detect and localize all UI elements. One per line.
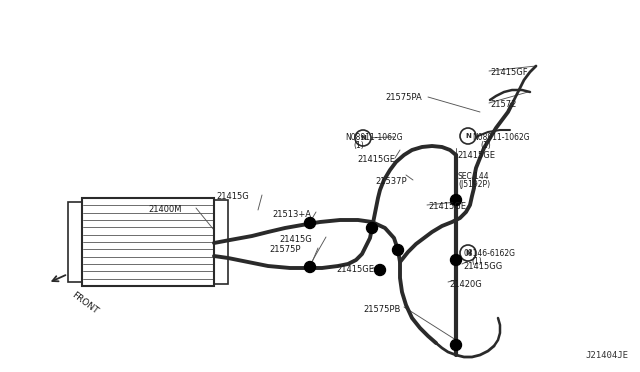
Text: N08911-1062G: N08911-1062G	[345, 133, 403, 142]
Text: 21415G: 21415G	[216, 192, 249, 201]
Circle shape	[451, 254, 461, 266]
Text: 21415G: 21415G	[279, 235, 312, 244]
Text: 21415GE: 21415GE	[428, 202, 466, 211]
Text: FRONT: FRONT	[70, 290, 99, 315]
Circle shape	[305, 218, 316, 228]
Text: 21420G: 21420G	[449, 280, 482, 289]
Text: J21404JE: J21404JE	[585, 351, 628, 360]
Text: N: N	[465, 250, 471, 256]
Text: 21415GE: 21415GE	[336, 265, 374, 274]
Circle shape	[451, 340, 461, 350]
Text: N: N	[360, 135, 366, 141]
Text: 21572: 21572	[490, 100, 516, 109]
Text: 21400M: 21400M	[148, 205, 182, 214]
Text: SEC.144: SEC.144	[458, 172, 490, 181]
Text: 21513+A: 21513+A	[272, 210, 311, 219]
Bar	[68, 202, 82, 282]
Text: (1): (1)	[471, 257, 482, 266]
Text: 21415GF: 21415GF	[490, 68, 527, 77]
Text: (1): (1)	[480, 141, 491, 150]
Circle shape	[374, 264, 385, 276]
Circle shape	[392, 244, 403, 256]
Bar	[214, 200, 228, 284]
Text: 21415GE: 21415GE	[457, 151, 495, 160]
Bar	[82, 198, 214, 286]
Circle shape	[355, 130, 371, 146]
Circle shape	[305, 262, 316, 273]
Text: (J5192P): (J5192P)	[458, 180, 490, 189]
Text: N: N	[465, 133, 471, 139]
Text: 21537P: 21537P	[375, 177, 406, 186]
Text: 21575PB: 21575PB	[363, 305, 401, 314]
Text: 21575P: 21575P	[269, 245, 301, 254]
Text: 08146-6162G: 08146-6162G	[463, 249, 515, 258]
Text: (1): (1)	[353, 141, 364, 150]
Text: N08911-1062G: N08911-1062G	[472, 133, 530, 142]
Text: 21575PA: 21575PA	[385, 93, 422, 102]
Circle shape	[460, 245, 476, 261]
Text: 21415GE: 21415GE	[357, 155, 395, 164]
Circle shape	[451, 195, 461, 205]
Text: 21415GG: 21415GG	[463, 262, 502, 271]
Circle shape	[367, 222, 378, 234]
Circle shape	[460, 128, 476, 144]
